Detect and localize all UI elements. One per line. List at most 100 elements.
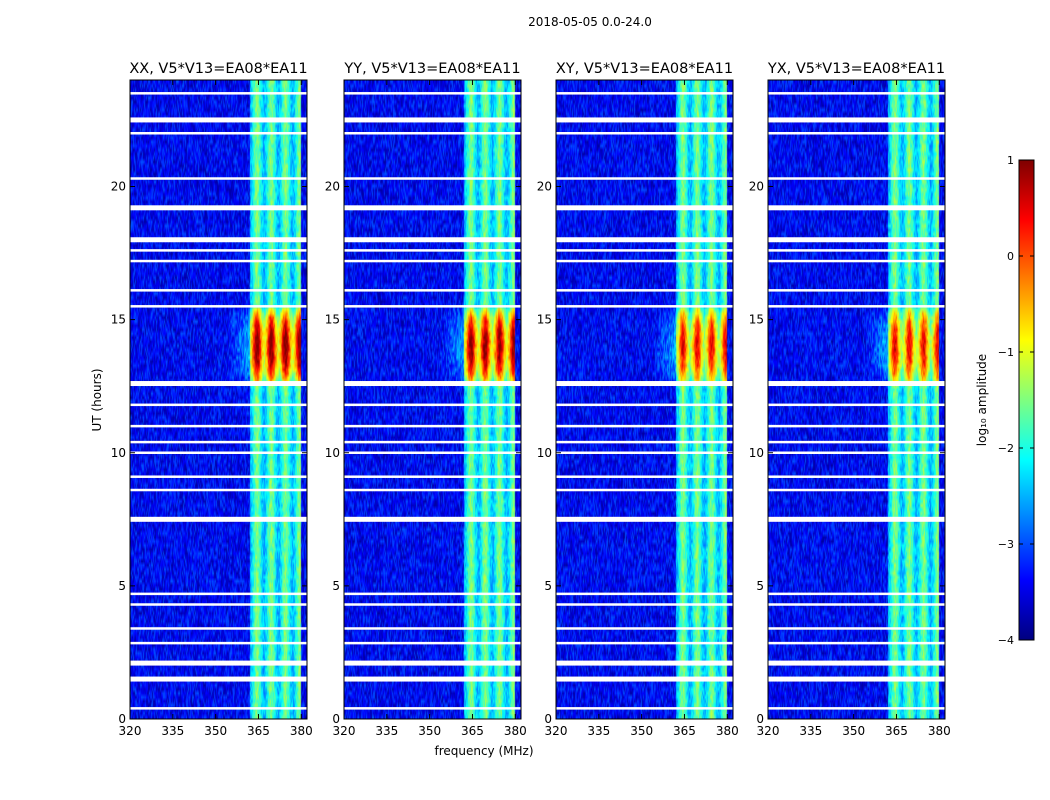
- flagged-row: [556, 641, 733, 645]
- panel-title: YY, V5*V13=EA08*EA11: [343, 61, 520, 77]
- flagged-row: [344, 132, 521, 135]
- colorbar-tick-label: −2: [998, 442, 1014, 455]
- flagged-row: [556, 660, 733, 666]
- axes-frame: [129, 79, 308, 720]
- colorbar-tick-label: 1: [1007, 154, 1014, 167]
- axes-frame: [767, 79, 946, 720]
- flagged-row: [130, 403, 307, 407]
- flagged-row: [344, 488, 521, 492]
- x-tick-label: 380: [290, 724, 313, 738]
- flagged-row: [556, 592, 733, 596]
- flagged-row: [130, 424, 307, 428]
- flagged-row: [344, 641, 521, 645]
- flagged-row: [344, 440, 521, 444]
- colorbar-tick-label: 0: [1007, 250, 1014, 263]
- x-tick-label: 350: [630, 724, 653, 738]
- x-tick-label: 320: [545, 724, 568, 738]
- flagged-row: [130, 237, 307, 243]
- y-tick-label: 10: [111, 446, 126, 460]
- flagged-row: [556, 488, 733, 492]
- flagged-row: [130, 676, 307, 682]
- flagged-row: [768, 627, 945, 630]
- flagged-row: [768, 603, 945, 606]
- flagged-row: [768, 237, 945, 243]
- flagged-row: [768, 289, 945, 292]
- flagged-row: [556, 475, 733, 478]
- x-tick-label: 380: [716, 724, 739, 738]
- flagged-row: [556, 403, 733, 407]
- x-tick-label: 365: [673, 724, 696, 738]
- flagged-row: [768, 451, 945, 454]
- flagged-row: [344, 92, 521, 95]
- x-tick-label: 320: [333, 724, 356, 738]
- flagged-row: [768, 92, 945, 95]
- panel-title: XY, V5*V13=EA08*EA11: [556, 61, 733, 77]
- flagged-row: [130, 641, 307, 645]
- subplot-panel: YX, V5*V13=EA08*EA11 320 335 350 365 380 0 5 10 1…: [749, 61, 951, 738]
- flagged-row: [130, 177, 307, 180]
- y-axis-label: UT (hours): [90, 368, 104, 431]
- y-tick-label: 15: [749, 313, 764, 327]
- x-tick-label: 335: [375, 724, 398, 738]
- y-tick-label: 0: [544, 712, 552, 726]
- figure-title: 2018-05-05 0.0-24.0: [528, 15, 652, 29]
- panel-title: YX, V5*V13=EA08*EA11: [767, 61, 945, 77]
- flagged-row: [556, 259, 733, 263]
- flagged-row: [344, 205, 521, 211]
- subplot-panel: XY, V5*V13=EA08*EA11 320 335 350 365 380 0 5 10 1…: [537, 61, 739, 738]
- flagged-row: [556, 289, 733, 292]
- subplot-panel: XX, V5*V13=EA08*EA11 320 335 350 365 380 0 5 10 1…: [111, 61, 313, 738]
- flagged-row: [556, 603, 733, 606]
- flagged-row: [130, 132, 307, 135]
- flagged-row: [556, 132, 733, 135]
- flagged-row: [768, 440, 945, 444]
- colorbar-gradient: [1018, 159, 1035, 641]
- flagged-row: [556, 440, 733, 444]
- flagged-row: [556, 117, 733, 123]
- y-tick-label: 10: [537, 446, 552, 460]
- flagged-row: [344, 707, 521, 710]
- axes-frame: [343, 79, 522, 720]
- colorbar-tick-label: −1: [998, 346, 1014, 359]
- y-tick-label: 20: [111, 180, 126, 194]
- x-tick-label: 350: [842, 724, 865, 738]
- flagged-row: [130, 249, 307, 252]
- flagged-row: [344, 237, 521, 243]
- flagged-row: [344, 177, 521, 180]
- flagged-row: [344, 660, 521, 666]
- flagged-row: [556, 451, 733, 454]
- spectrogram-heatmap: [556, 80, 733, 719]
- flagged-row: [344, 475, 521, 478]
- x-tick-label: 335: [587, 724, 610, 738]
- flagged-row: [768, 592, 945, 596]
- spectrogram-heatmap: [344, 80, 521, 719]
- flagged-row: [130, 440, 307, 444]
- flagged-row: [556, 237, 733, 243]
- y-tick-label: 15: [325, 313, 340, 327]
- flagged-row: [768, 641, 945, 645]
- flagged-row: [556, 516, 733, 522]
- flagged-row: [768, 305, 945, 308]
- colorbar-tick-label: −3: [998, 538, 1014, 551]
- y-tick-label: 5: [118, 579, 126, 593]
- flagged-row: [130, 516, 307, 522]
- x-tick-label: 335: [161, 724, 184, 738]
- flagged-row: [344, 249, 521, 252]
- flagged-row: [556, 381, 733, 387]
- flagged-row: [768, 488, 945, 492]
- flagged-row: [768, 381, 945, 387]
- flagged-row: [344, 403, 521, 407]
- flagged-row: [344, 381, 521, 387]
- flagged-row: [768, 117, 945, 123]
- y-tick-label: 0: [332, 712, 340, 726]
- x-tick-label: 365: [885, 724, 908, 738]
- x-tick-label: 335: [799, 724, 822, 738]
- flagged-row: [130, 627, 307, 630]
- y-tick-label: 0: [118, 712, 126, 726]
- flagged-row: [130, 381, 307, 387]
- flagged-row: [768, 403, 945, 407]
- flagged-row: [556, 205, 733, 211]
- flagged-row: [344, 676, 521, 682]
- flagged-row: [556, 92, 733, 95]
